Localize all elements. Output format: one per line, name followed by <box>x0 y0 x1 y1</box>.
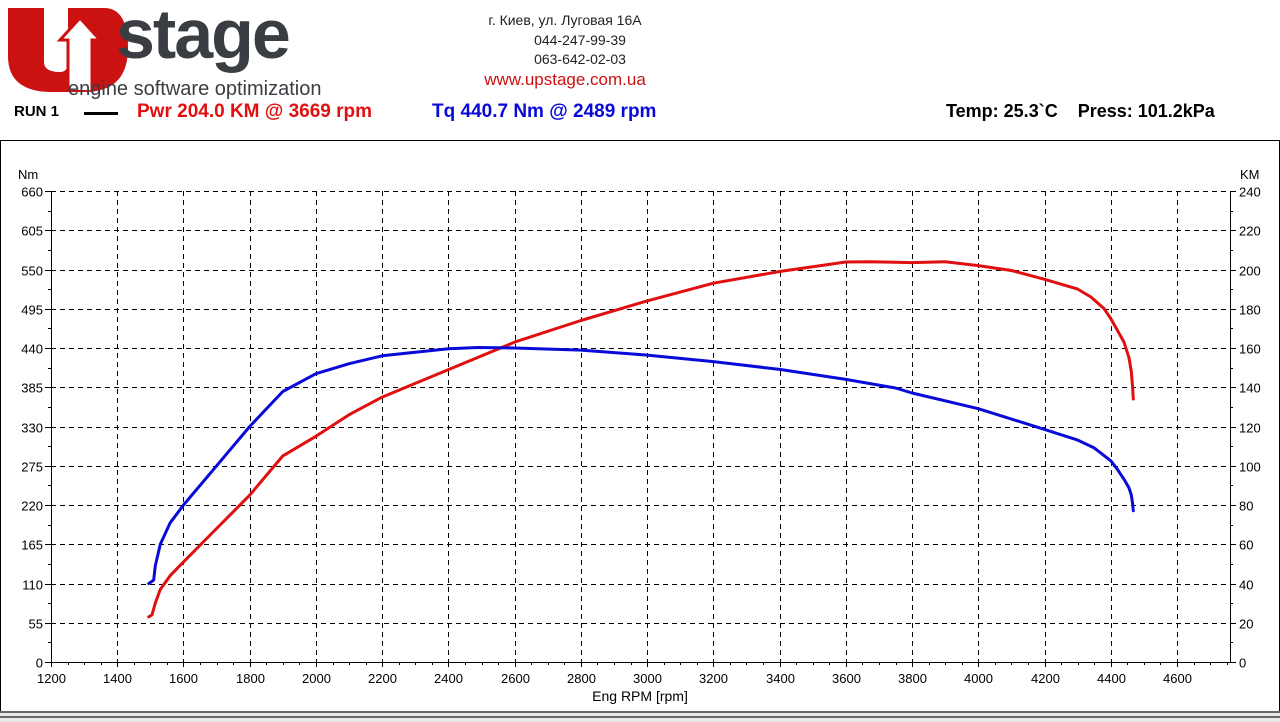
x-tick-label: 2800 <box>567 671 596 686</box>
y-right-tick-label: 240 <box>1239 185 1261 200</box>
x-tick-label: 3400 <box>766 671 795 686</box>
torque-summary: Tq 440.7 Nm @ 2489 rpm <box>432 101 657 122</box>
y-left-tick-label: 605 <box>21 224 43 239</box>
conditions: Temp: 25.3`C Press: 101.2kPa <box>946 101 1215 121</box>
x-tick-label: 1800 <box>236 671 265 686</box>
y-left-tick-label: 440 <box>21 342 43 357</box>
y-left-tick-label: 495 <box>21 303 43 318</box>
x-tick-label: 1400 <box>103 671 132 686</box>
y-right-tick-label: 100 <box>1239 460 1261 475</box>
x-tick-label: 2200 <box>368 671 397 686</box>
torque-curve <box>147 346 1135 585</box>
y-right-tick-label: 20 <box>1239 617 1253 632</box>
x-tick-label: 3800 <box>898 671 927 686</box>
upstage-logo: stage engine software optimization <box>8 0 321 100</box>
x-tick-label: 2400 <box>434 671 463 686</box>
x-tick-label: 1600 <box>169 671 198 686</box>
bottom-border <box>0 711 1280 722</box>
x-tick-label: 4200 <box>1031 671 1060 686</box>
run-label: RUN 1 <box>14 103 60 120</box>
y-right-tick-label: 140 <box>1239 381 1261 396</box>
y-left-tick-label: 55 <box>29 617 43 632</box>
x-tick-label: 4600 <box>1163 671 1192 686</box>
x-tick-label: 3200 <box>699 671 728 686</box>
y-left-axis-label: Nm <box>18 167 38 182</box>
x-tick-label: 2600 <box>501 671 530 686</box>
y-left-tick-label: 550 <box>21 264 43 279</box>
run-legend-line <box>84 112 118 115</box>
y-right-tick-label: 220 <box>1239 224 1261 239</box>
y-left-tick-label: 385 <box>21 381 43 396</box>
y-right-tick-label: 120 <box>1239 421 1261 436</box>
logo-name: stage <box>116 0 289 73</box>
y-left-tick-label: 330 <box>21 421 43 436</box>
y-right-tick-label: 0 <box>1239 656 1246 671</box>
logo-tagline: engine software optimization <box>68 78 321 100</box>
y-right-tick-label: 160 <box>1239 342 1261 357</box>
x-tick-label: 4400 <box>1097 671 1126 686</box>
power-curve <box>147 260 1135 619</box>
up-arrow-icon <box>56 15 104 90</box>
y-left-tick-label: 0 <box>36 656 43 671</box>
phone-1: 044-247-99-39 <box>534 32 626 48</box>
y-right-tick-label: 40 <box>1239 578 1253 593</box>
y-left-tick-label: 660 <box>21 185 43 200</box>
x-tick-label: 3000 <box>633 671 662 686</box>
x-tick-label: 1200 <box>37 671 66 686</box>
y-left-tick-label: 220 <box>21 499 43 514</box>
x-tick-label: 2000 <box>302 671 331 686</box>
y-left-tick-label: 165 <box>21 538 43 553</box>
y-left-tick-label: 110 <box>22 578 43 593</box>
phone-2: 063-642-02-03 <box>534 51 626 67</box>
y-right-tick-label: 180 <box>1239 303 1261 318</box>
y-right-tick-label: 80 <box>1239 499 1253 514</box>
x-axis-label: Eng RPM [rpm] <box>592 688 688 704</box>
address: г. Киев, ул. Луговая 16А <box>488 12 642 28</box>
y-right-axis-label: KM <box>1240 167 1260 182</box>
y-right-tick-label: 200 <box>1239 264 1261 279</box>
website-link[interactable]: www.upstage.com.ua <box>484 70 646 89</box>
x-tick-label: 3600 <box>832 671 861 686</box>
power-summary: Pwr 204.0 KM @ 3669 rpm <box>137 101 373 122</box>
y-right-tick-label: 60 <box>1239 538 1253 553</box>
y-left-tick-label: 275 <box>21 460 43 475</box>
x-tick-label: 4000 <box>964 671 993 686</box>
